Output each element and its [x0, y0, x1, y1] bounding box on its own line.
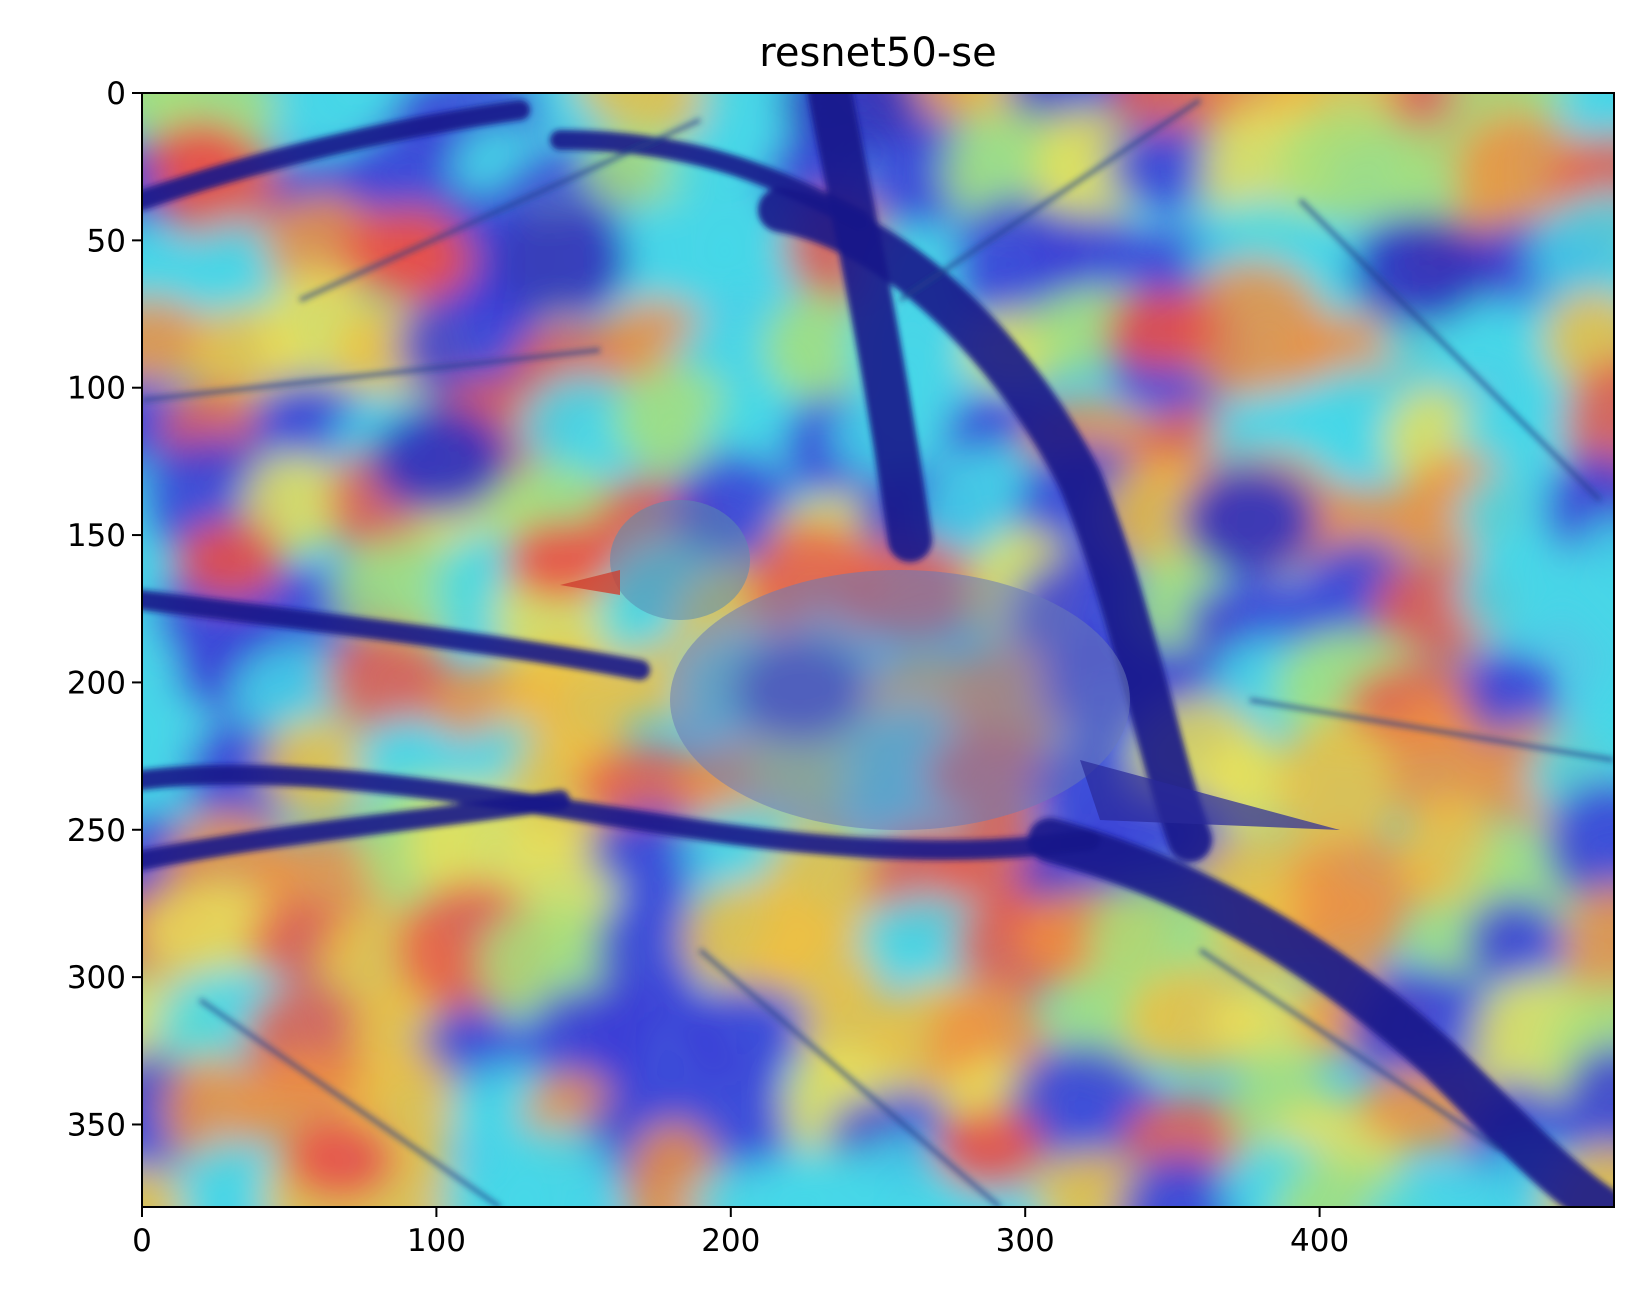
y-tick-label: 350 — [67, 1107, 126, 1143]
y-axis: 0 50 100 150 200 250 300 350 — [67, 76, 142, 1143]
bird-silhouette — [560, 500, 1340, 830]
bird-body — [670, 570, 1130, 830]
bird-head — [610, 500, 750, 620]
y-tick-label: 300 — [67, 960, 126, 996]
y-tick-label: 50 — [87, 223, 126, 259]
branch-silhouettes — [142, 93, 1614, 1207]
x-tick-label: 400 — [1290, 1223, 1349, 1259]
bird-beak — [560, 570, 620, 595]
figure-title: resnet50-se — [759, 30, 996, 76]
y-tick-label: 250 — [67, 813, 126, 849]
bird-tail — [1080, 760, 1340, 830]
y-tick-label: 100 — [67, 371, 126, 407]
x-tick-label: 100 — [407, 1223, 466, 1259]
x-tick-label: 0 — [132, 1223, 152, 1259]
x-tick-label: 300 — [996, 1223, 1055, 1259]
y-tick-label: 0 — [106, 76, 126, 112]
y-tick-label: 150 — [67, 518, 126, 554]
x-tick-label: 200 — [701, 1223, 760, 1259]
plot-frame — [141, 92, 1615, 1208]
heatmap-image — [142, 93, 1614, 1207]
x-axis: 0 100 200 300 400 — [132, 1207, 1349, 1259]
y-tick-label: 200 — [67, 665, 126, 701]
